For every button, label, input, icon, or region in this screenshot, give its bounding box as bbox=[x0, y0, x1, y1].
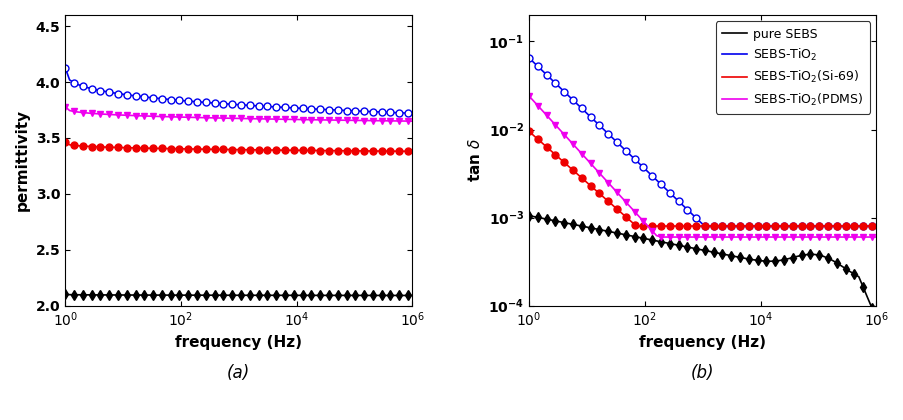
SEBS-TiO$_2$(PDMS) bbox=[284, 117, 294, 122]
SEBS-TiO$_2$ bbox=[60, 65, 70, 70]
SEBS-TiO$_2$(Si-69) bbox=[765, 223, 776, 228]
Line: SEBS-TiO$_2$(PDMS): SEBS-TiO$_2$(PDMS) bbox=[65, 107, 412, 121]
SEBS-TiO$_2$(Si-69) bbox=[835, 223, 846, 228]
SEBS-TiO$_2$ bbox=[699, 223, 710, 228]
Line: SEBS-TiO$_2$(Si-69): SEBS-TiO$_2$(Si-69) bbox=[65, 142, 412, 151]
Text: (b): (b) bbox=[690, 364, 713, 382]
SEBS-TiO$_2$(Si-69) bbox=[406, 149, 417, 154]
SEBS-TiO$_2$(PDMS) bbox=[681, 234, 692, 239]
SEBS-TiO$_2$ bbox=[297, 106, 308, 111]
SEBS-TiO$_2$(Si-69) bbox=[523, 129, 534, 134]
pure SEBS bbox=[284, 293, 294, 298]
SEBS-TiO$_2$ bbox=[870, 223, 880, 228]
Y-axis label: permittivity: permittivity bbox=[15, 109, 30, 211]
SEBS-TiO$_2$ bbox=[266, 104, 277, 109]
pure SEBS bbox=[60, 292, 70, 297]
pure SEBS bbox=[760, 259, 771, 264]
Y-axis label: tan $\delta$: tan $\delta$ bbox=[466, 138, 482, 182]
SEBS-TiO$_2$ bbox=[271, 105, 282, 110]
pure SEBS bbox=[831, 260, 842, 265]
SEBS-TiO$_2$ bbox=[523, 55, 534, 60]
SEBS-TiO$_2$(PDMS) bbox=[734, 234, 745, 239]
pure SEBS bbox=[734, 255, 745, 260]
SEBS-TiO$_2$ bbox=[835, 223, 846, 228]
SEBS-TiO$_2$ bbox=[734, 223, 745, 228]
SEBS-TiO$_2$(PDMS) bbox=[266, 116, 277, 121]
SEBS-TiO$_2$ bbox=[751, 223, 762, 228]
SEBS-TiO$_2$ bbox=[765, 223, 776, 228]
pure SEBS bbox=[747, 257, 758, 262]
SEBS-TiO$_2$ bbox=[739, 223, 749, 228]
SEBS-TiO$_2$(PDMS) bbox=[765, 234, 776, 239]
pure SEBS bbox=[676, 244, 687, 249]
SEBS-TiO$_2$(PDMS) bbox=[297, 117, 308, 122]
SEBS-TiO$_2$(PDMS) bbox=[739, 234, 749, 239]
Line: pure SEBS: pure SEBS bbox=[65, 294, 412, 295]
pure SEBS bbox=[271, 293, 282, 298]
pure SEBS bbox=[367, 293, 377, 298]
SEBS-TiO$_2$(Si-69) bbox=[213, 147, 224, 152]
SEBS-TiO$_2$ bbox=[284, 105, 294, 110]
pure SEBS bbox=[730, 254, 740, 259]
SEBS-TiO$_2$(Si-69) bbox=[633, 223, 644, 228]
pure SEBS bbox=[870, 315, 880, 320]
SEBS-TiO$_2$(PDMS) bbox=[60, 104, 70, 109]
Line: SEBS-TiO$_2$: SEBS-TiO$_2$ bbox=[528, 58, 875, 226]
SEBS-TiO$_2$(PDMS) bbox=[406, 118, 417, 123]
SEBS-TiO$_2$(PDMS) bbox=[835, 234, 846, 239]
pure SEBS bbox=[523, 213, 534, 218]
Line: SEBS-TiO$_2$(PDMS): SEBS-TiO$_2$(PDMS) bbox=[528, 96, 875, 237]
SEBS-TiO$_2$(Si-69) bbox=[734, 223, 745, 228]
pure SEBS bbox=[406, 293, 417, 298]
Line: pure SEBS: pure SEBS bbox=[528, 215, 875, 318]
pure SEBS bbox=[297, 293, 308, 298]
SEBS-TiO$_2$(Si-69) bbox=[367, 149, 377, 154]
Line: SEBS-TiO$_2$(Si-69): SEBS-TiO$_2$(Si-69) bbox=[528, 131, 875, 226]
SEBS-TiO$_2$(PDMS) bbox=[655, 234, 666, 239]
SEBS-TiO$_2$(PDMS) bbox=[751, 234, 762, 239]
SEBS-TiO$_2$(Si-69) bbox=[297, 148, 308, 153]
SEBS-TiO$_2$(PDMS) bbox=[367, 118, 377, 123]
Text: (a): (a) bbox=[227, 364, 250, 382]
SEBS-TiO$_2$(Si-69) bbox=[284, 148, 294, 153]
SEBS-TiO$_2$(Si-69) bbox=[271, 147, 282, 152]
Line: SEBS-TiO$_2$: SEBS-TiO$_2$ bbox=[65, 68, 412, 113]
SEBS-TiO$_2$(Si-69) bbox=[60, 140, 70, 145]
X-axis label: frequency (Hz): frequency (Hz) bbox=[638, 335, 766, 349]
SEBS-TiO$_2$(PDMS) bbox=[213, 116, 224, 121]
SEBS-TiO$_2$ bbox=[213, 101, 224, 106]
pure SEBS bbox=[213, 293, 224, 298]
SEBS-TiO$_2$ bbox=[367, 109, 377, 114]
SEBS-TiO$_2$(Si-69) bbox=[870, 223, 880, 228]
Legend: pure SEBS, SEBS-TiO$_2$, SEBS-TiO$_2$(Si-69), SEBS-TiO$_2$(PDMS): pure SEBS, SEBS-TiO$_2$, SEBS-TiO$_2$(Si… bbox=[715, 21, 870, 114]
SEBS-TiO$_2$ bbox=[406, 111, 417, 116]
SEBS-TiO$_2$(Si-69) bbox=[739, 223, 749, 228]
SEBS-TiO$_2$ bbox=[676, 203, 687, 208]
SEBS-TiO$_2$(Si-69) bbox=[266, 147, 277, 152]
SEBS-TiO$_2$(PDMS) bbox=[523, 94, 534, 99]
X-axis label: frequency (Hz): frequency (Hz) bbox=[175, 335, 302, 349]
SEBS-TiO$_2$(Si-69) bbox=[681, 223, 692, 228]
SEBS-TiO$_2$(PDMS) bbox=[870, 234, 880, 239]
SEBS-TiO$_2$(PDMS) bbox=[271, 117, 282, 122]
pure SEBS bbox=[266, 293, 277, 298]
SEBS-TiO$_2$(Si-69) bbox=[751, 223, 762, 228]
